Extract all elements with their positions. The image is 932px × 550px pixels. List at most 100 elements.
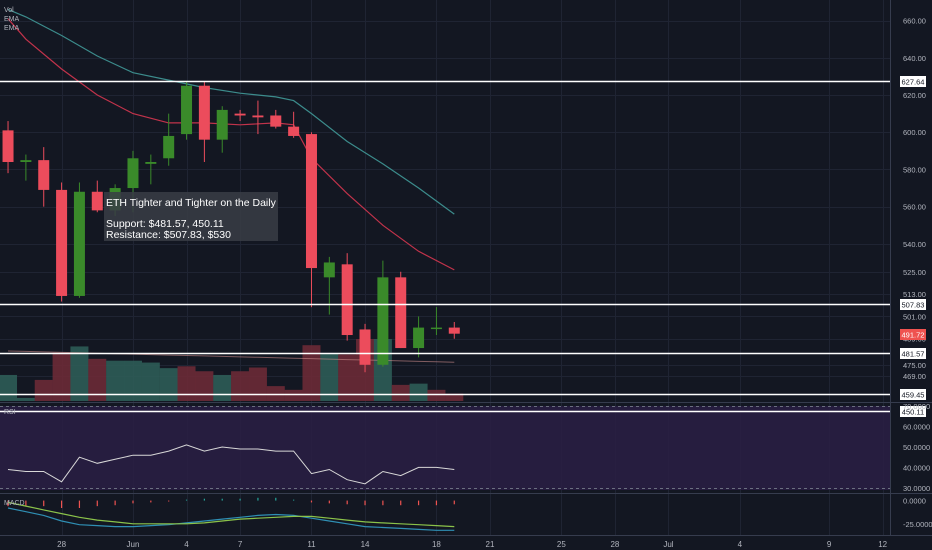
volume-bar bbox=[231, 371, 250, 401]
time-tick-label: 9 bbox=[827, 540, 832, 549]
candle bbox=[359, 323, 371, 373]
level-tag: 459.45 bbox=[900, 389, 926, 400]
annotation-background bbox=[104, 192, 278, 241]
level-lines bbox=[0, 80, 890, 413]
rsi-tick-label: 50.0000 bbox=[903, 443, 930, 452]
annotation-box[interactable]: ETH Tighter and Tighter on the Daily Sup… bbox=[104, 192, 278, 241]
price-tick-label: 513.00 bbox=[903, 290, 926, 299]
candle-body bbox=[252, 115, 264, 118]
candle-body bbox=[163, 135, 175, 159]
candle bbox=[395, 271, 407, 349]
candle bbox=[270, 109, 282, 129]
candle-body bbox=[359, 329, 371, 365]
level-tag-label: 481.57 bbox=[902, 350, 925, 359]
candle-body bbox=[216, 109, 228, 140]
macd-histogram-bar bbox=[453, 500, 455, 505]
legend-rsi: RSI bbox=[4, 409, 16, 416]
level-tag-bg bbox=[900, 76, 926, 87]
level-tag-bg bbox=[900, 348, 926, 359]
volume-bar bbox=[34, 379, 53, 401]
price-tick-label: 600.00 bbox=[903, 128, 926, 137]
macd-histogram-bar bbox=[382, 500, 384, 506]
candle bbox=[91, 180, 103, 213]
candle bbox=[216, 106, 228, 153]
macd-histogram-bar bbox=[435, 500, 438, 506]
time-tick-label: 4 bbox=[184, 540, 189, 549]
macd-histogram-bar bbox=[310, 500, 313, 503]
price-tick-label: 501.00 bbox=[903, 312, 926, 321]
volume-bar bbox=[248, 367, 267, 401]
candle-body bbox=[198, 85, 210, 140]
candle bbox=[305, 132, 317, 308]
candlestick-series bbox=[2, 82, 460, 373]
candle-body bbox=[145, 162, 157, 164]
candle-body bbox=[377, 277, 389, 365]
price-axis[interactable]: 627.64 507.83 481.57 459.45 450.11 660.00 640.… bbox=[900, 17, 932, 529]
volume-bar bbox=[338, 354, 357, 401]
macd-histogram-bar bbox=[275, 497, 277, 501]
volume-bar bbox=[427, 389, 446, 401]
macd-histogram-bar bbox=[417, 500, 420, 506]
macd-histogram-bar bbox=[257, 497, 259, 501]
candle-body bbox=[2, 130, 14, 162]
macd-histogram-bar bbox=[364, 500, 366, 506]
macd-histogram-bar bbox=[114, 500, 116, 506]
level-tag-label: 627.64 bbox=[902, 78, 925, 87]
candle bbox=[377, 260, 389, 367]
level-tag-label: 507.83 bbox=[902, 301, 925, 310]
level-tag-label: 450.11 bbox=[902, 408, 924, 417]
macd-signal-line bbox=[7, 501, 455, 528]
legend-ema-1: EMA bbox=[4, 16, 20, 23]
candle-body bbox=[38, 160, 50, 190]
time-tick-label: 12 bbox=[878, 540, 887, 549]
time-tick-label: 28 bbox=[610, 540, 619, 549]
candle bbox=[145, 154, 157, 185]
level-tag-bg bbox=[900, 389, 926, 400]
candle-body bbox=[270, 115, 282, 127]
time-tick-label: Jul bbox=[663, 540, 673, 549]
candle bbox=[38, 147, 50, 207]
price-tick-label: 580.00 bbox=[903, 165, 926, 174]
macd-histogram-bar bbox=[7, 500, 9, 507]
candle bbox=[73, 182, 85, 298]
rsi-pane bbox=[0, 406, 890, 489]
macd-histogram-bar bbox=[25, 500, 27, 507]
volume-bar bbox=[445, 393, 464, 401]
macd-histogram-bar bbox=[168, 500, 170, 502]
time-tick-label: 4 bbox=[738, 540, 743, 549]
candle-body bbox=[448, 327, 460, 334]
time-tick-label: 11 bbox=[307, 540, 316, 549]
time-tick-label: 18 bbox=[432, 540, 441, 549]
candle bbox=[288, 111, 300, 138]
rsi-tick-label: 60.0000 bbox=[903, 423, 930, 432]
macd-tick-label: -25.0000 bbox=[903, 520, 932, 529]
price-tick-label: 475.00 bbox=[903, 361, 926, 370]
legend-macd: MACD bbox=[4, 500, 25, 507]
candle bbox=[20, 154, 32, 181]
volume-bar bbox=[52, 352, 71, 401]
candle-body bbox=[127, 158, 139, 189]
level-tag-bg bbox=[900, 299, 926, 310]
annotation-resistance: Resistance: $507.83, $530 bbox=[106, 229, 231, 241]
macd-histogram-bar bbox=[132, 500, 134, 504]
volume-bar bbox=[159, 368, 178, 401]
ema-lines bbox=[7, 8, 455, 271]
macd-histogram-bar bbox=[43, 500, 45, 507]
rsi-tick-label: 30.0000 bbox=[903, 484, 930, 493]
legend-ema-2: EMA bbox=[4, 25, 20, 32]
volume-bar bbox=[195, 371, 214, 401]
last-price-tag: 491.72 bbox=[900, 329, 926, 340]
time-axis[interactable]: 28 Jun 4 7 11 14 18 21 25 28 Jul 4 9 12 bbox=[57, 540, 888, 549]
time-tick-label: 25 bbox=[557, 540, 566, 549]
price-tick-label: 560.00 bbox=[903, 203, 926, 212]
ema-fast-line bbox=[7, 18, 455, 271]
level-tag-label: 459.45 bbox=[902, 391, 925, 400]
candle bbox=[413, 316, 425, 358]
candle-body bbox=[323, 262, 335, 278]
last-price-tag-bg bbox=[900, 329, 926, 340]
macd-histogram-bar bbox=[400, 500, 402, 506]
volume-bar bbox=[141, 362, 160, 401]
macd-pane bbox=[7, 497, 455, 531]
level-tag: 450.11 bbox=[900, 406, 926, 417]
